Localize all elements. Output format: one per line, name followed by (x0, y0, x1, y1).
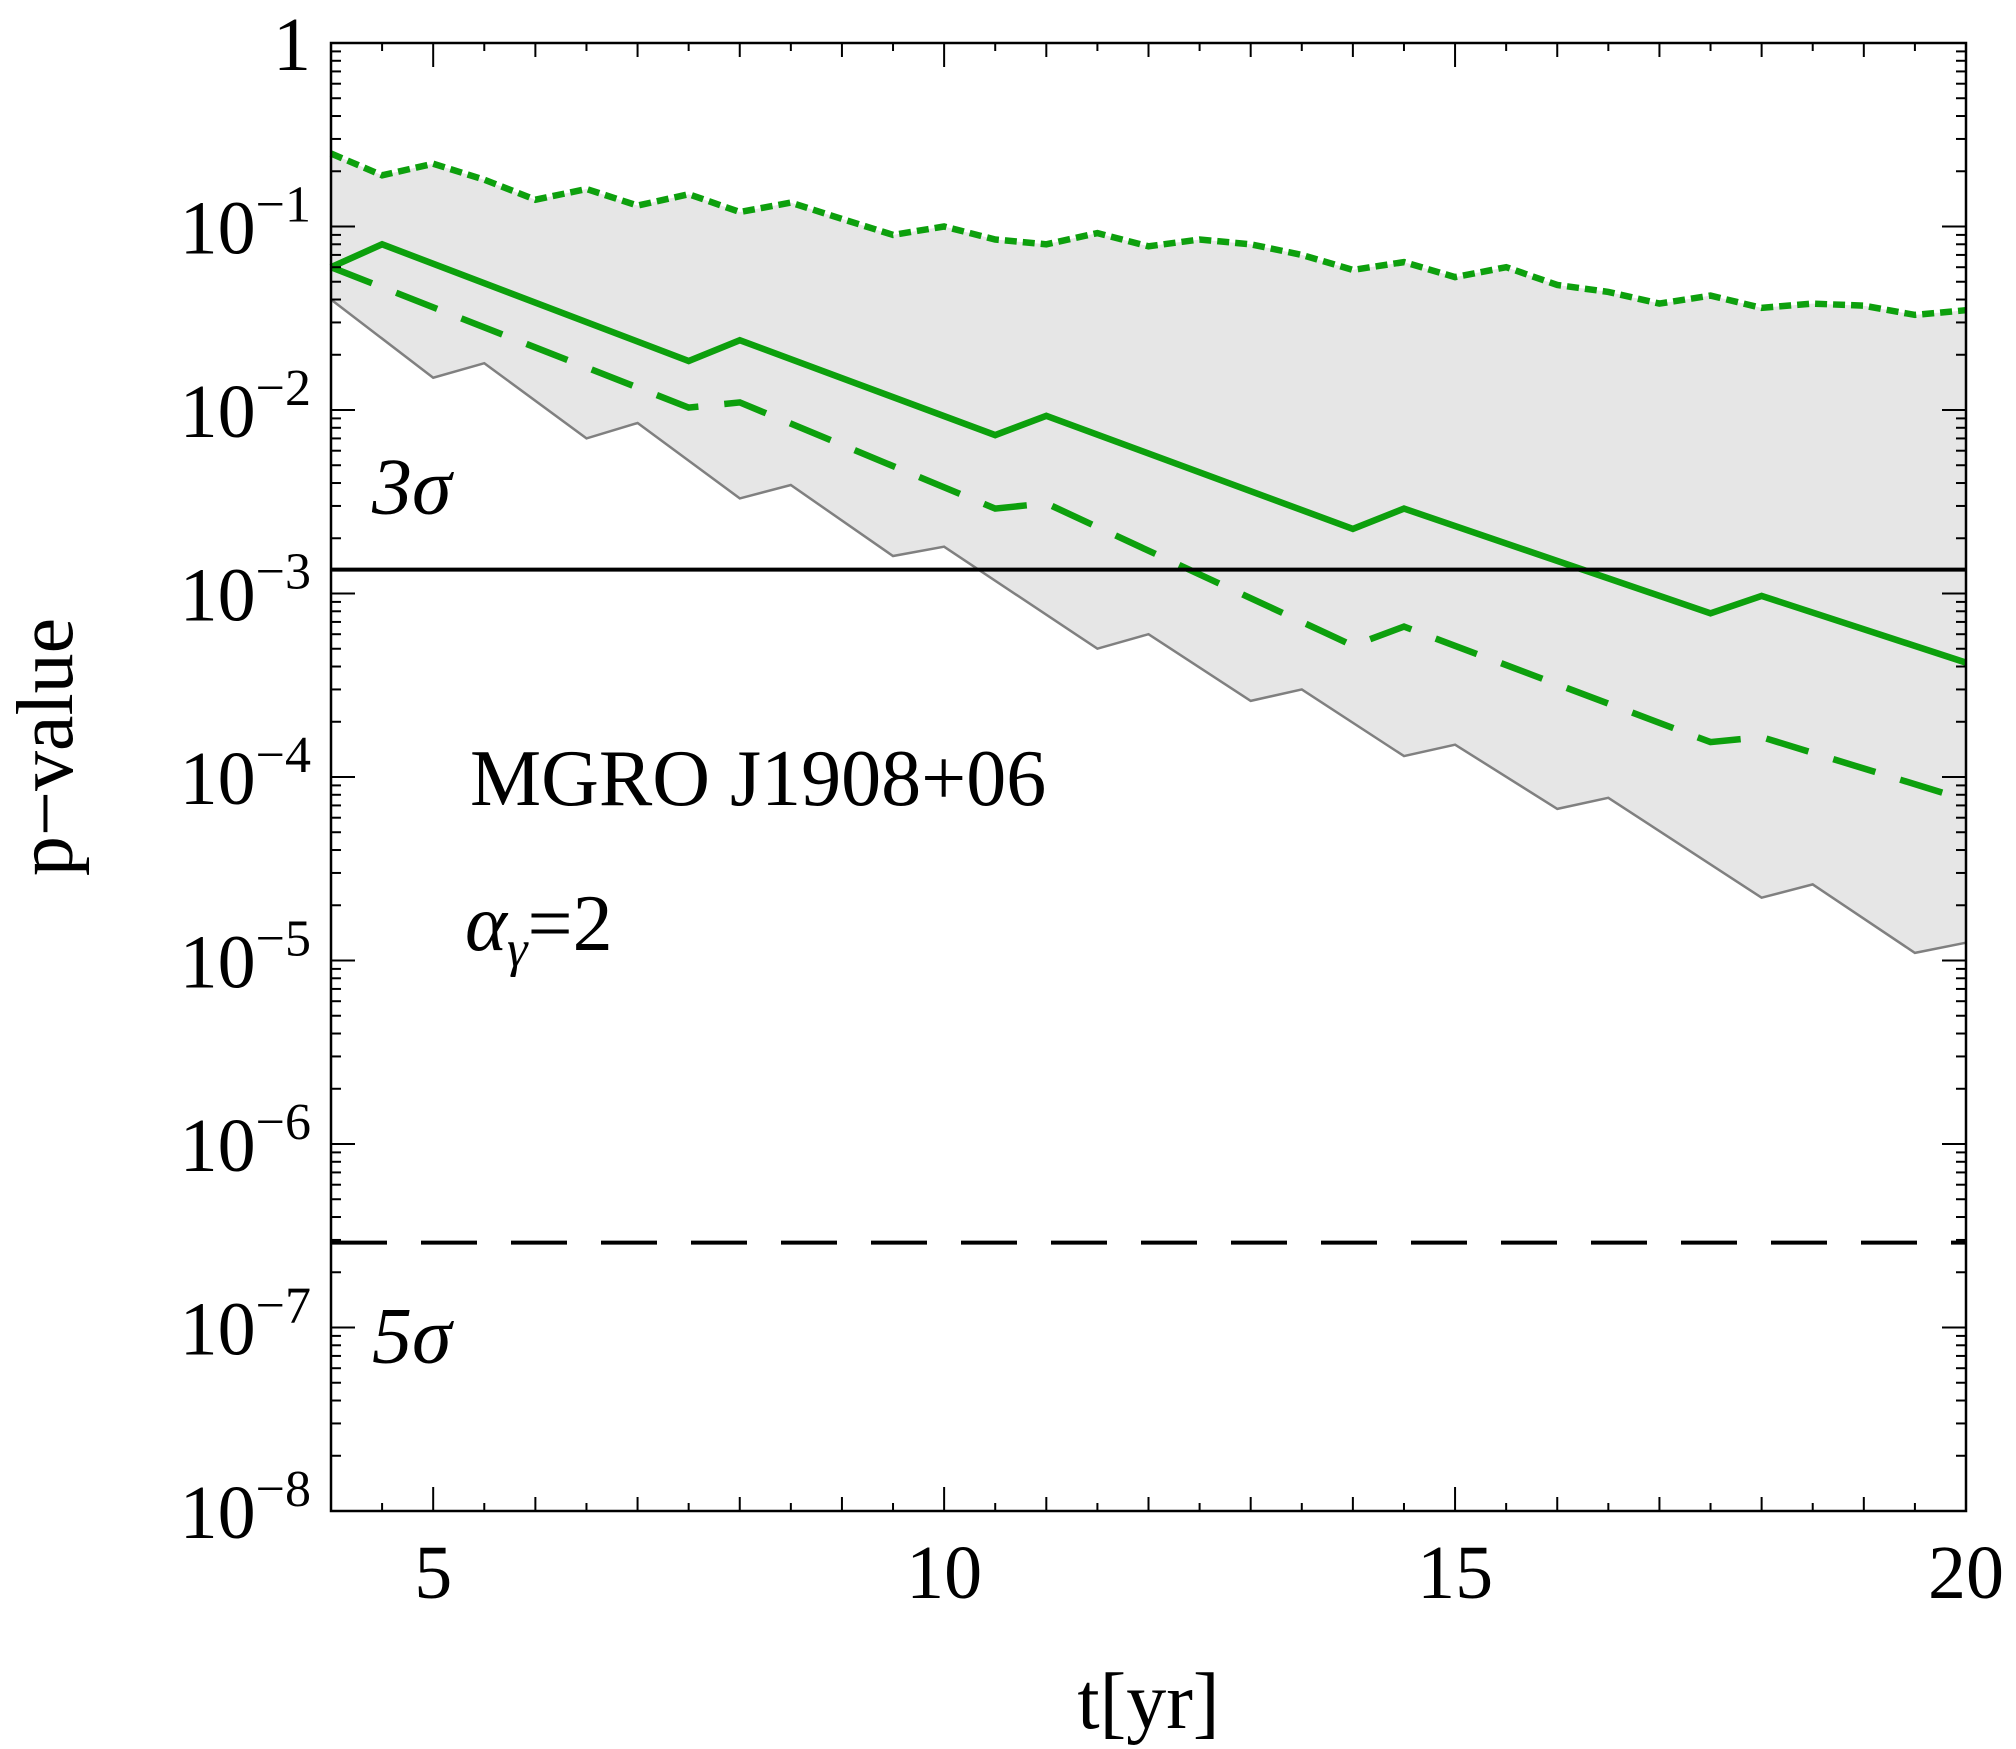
x-tick-label: 20 (1928, 1531, 2004, 1615)
y-tick-label: 10−4 (180, 727, 311, 821)
y-tick-label: 10−6 (180, 1094, 311, 1188)
alpha-value: =2 (528, 880, 613, 968)
y-tick-label: 10−7 (180, 1278, 311, 1372)
series-long-dashed (329, 264, 1967, 804)
y-axis-title: p−value (2, 618, 90, 876)
three-sigma-label: 3σ (371, 444, 454, 532)
y-tick-label: 10−1 (180, 177, 311, 271)
y-tick-label: 10−2 (180, 360, 311, 454)
reference-lines (331, 567, 1966, 1245)
alpha-symbol: α (465, 880, 509, 968)
x-axis-title: t[yr] (1077, 1658, 1219, 1746)
y-tick-label: 10−8 (180, 1461, 311, 1555)
x-tick-labels: 5 10 15 20 (414, 1531, 2004, 1615)
axis-ticks (330, 42, 1967, 1512)
source-name-label: MGRO J1908+06 (470, 735, 1046, 823)
y-tick-label: 10−3 (180, 544, 311, 638)
x-tick-label: 5 (414, 1531, 452, 1615)
y-tick-labels: 1 10−1 10−2 10−3 10−4 10−5 10−6 10−7 10−8 (180, 3, 311, 1555)
series-solid (329, 240, 1968, 666)
band-lower-edge (330, 298, 1967, 955)
spectral-index-label: αγ=2 (465, 880, 613, 978)
series-layer (329, 150, 1968, 804)
x-tick-label: 15 (1417, 1531, 1493, 1615)
five-sigma-label: 5σ (372, 1293, 454, 1381)
series-upper-dashed (329, 150, 1967, 319)
alpha-subscript: γ (507, 921, 529, 978)
y-tick-label: 10−5 (180, 911, 311, 1005)
x-tick-label: 10 (906, 1531, 982, 1615)
plot-area (329, 150, 1968, 1245)
y-tick-label: 1 (273, 3, 311, 87)
